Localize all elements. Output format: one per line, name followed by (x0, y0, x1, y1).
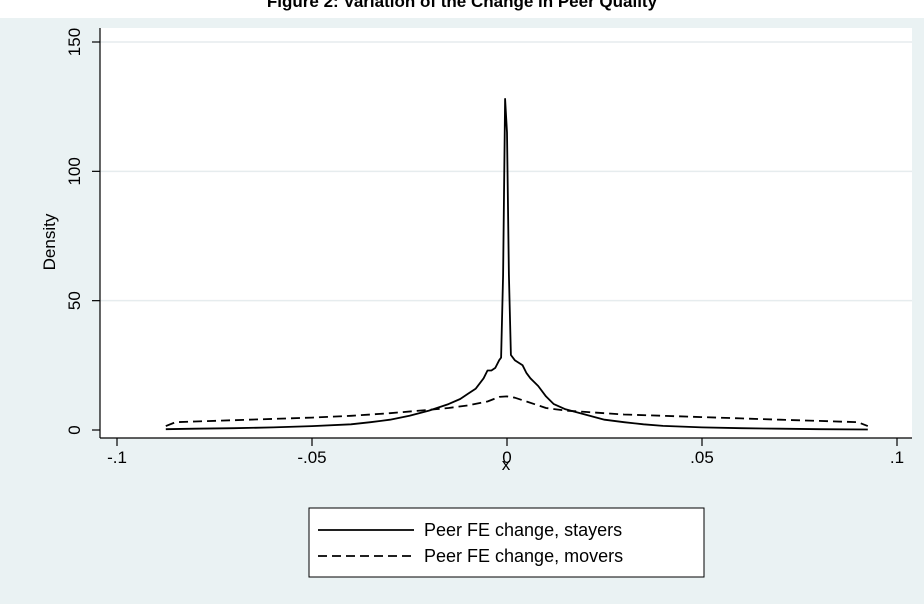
series-line-1 (165, 395, 869, 427)
y-axis-label: Density (40, 213, 59, 270)
axes (92, 28, 912, 446)
y-tick-label-1: 50 (65, 291, 84, 310)
x-tick-label-3: .05 (690, 448, 714, 467)
legend-box (308, 507, 705, 578)
x-tick-label-1: -.05 (297, 448, 326, 467)
y-tick-label-2: 100 (65, 157, 84, 185)
series-layer (165, 98, 869, 431)
x-tick-label-0: -.1 (107, 448, 127, 467)
x-tick-label-4: .1 (890, 448, 904, 467)
legend-label-0: Peer FE change, stayers (424, 520, 622, 540)
plot-background (100, 28, 912, 438)
gridlines (100, 41, 912, 302)
y-tick-label-0: 0 (65, 425, 84, 434)
legend: Peer FE change, stayers Peer FE change, m… (308, 507, 705, 578)
series-line-0 (165, 98, 868, 431)
x-axis-label: x (502, 455, 511, 474)
y-tick-label-3: 150 (65, 28, 84, 56)
figure-title: Figure 2: Variation of the Change in Pee… (266, 0, 658, 11)
legend-label-1: Peer FE change, movers (424, 546, 623, 566)
tick-labels: 0 50 100 150 -.1 -.05 0 .05 .1 (65, 28, 904, 467)
x-tick-label-2: 0 (502, 448, 511, 467)
